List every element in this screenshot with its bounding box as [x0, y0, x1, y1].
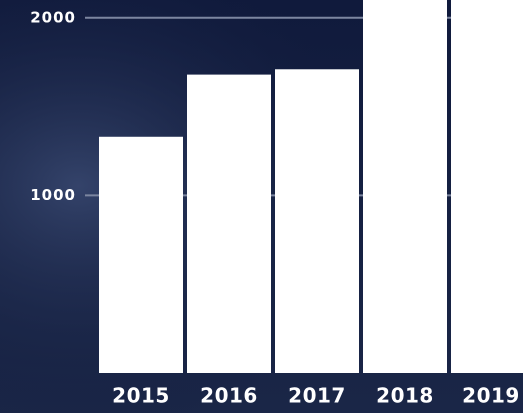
- bar: [363, 0, 447, 373]
- x-tick-label: 2015: [112, 384, 170, 408]
- bar: [451, 0, 523, 373]
- y-tick-label: 1000: [30, 186, 76, 204]
- bar: [187, 75, 271, 373]
- x-tick-label: 2018: [376, 384, 434, 408]
- chart: 1000 2000 2015 2016 2017 2018 2019: [0, 0, 523, 413]
- y-tick-label: 2000: [30, 8, 76, 26]
- bar: [275, 69, 359, 373]
- x-tick-label: 2016: [200, 384, 258, 408]
- x-tick-label: 2017: [288, 384, 346, 408]
- x-tick-label: 2019: [462, 384, 520, 408]
- page: 1000200020152016201720182019 (() => { co…: [0, 0, 523, 413]
- bar: [99, 137, 183, 373]
